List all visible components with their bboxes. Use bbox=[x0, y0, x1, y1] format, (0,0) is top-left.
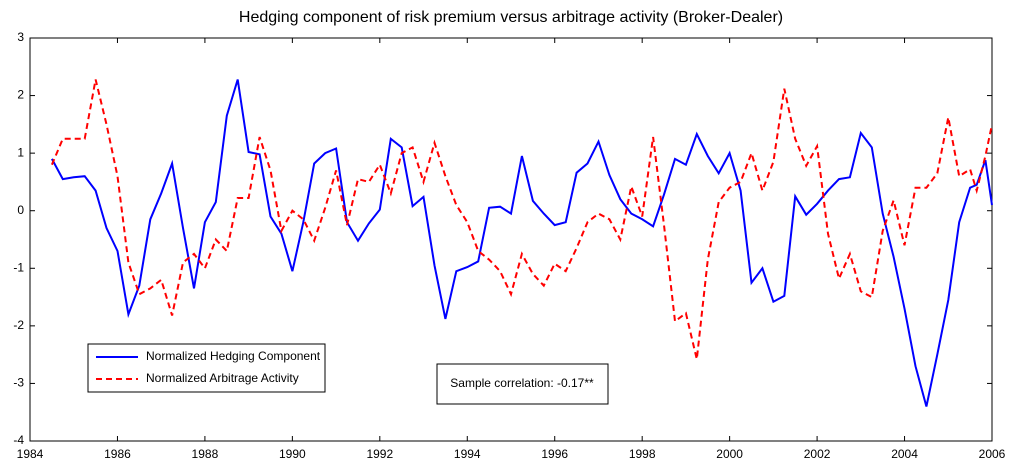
x-tick-label: 1998 bbox=[629, 447, 656, 461]
x-tick-label: 2002 bbox=[804, 447, 831, 461]
chart-title: Hedging component of risk premium versus… bbox=[239, 9, 783, 26]
x-tick-label: 2006 bbox=[979, 447, 1006, 461]
data-line bbox=[50, 79, 993, 360]
annotation: Sample correlation: -0.17** bbox=[450, 376, 594, 390]
x-tick-label: 1994 bbox=[454, 447, 481, 461]
y-tick-label: 3 bbox=[17, 30, 24, 44]
data-line bbox=[51, 79, 993, 407]
y-tick-label: 1 bbox=[17, 145, 24, 159]
legend-label: Normalized Arbitrage Activity bbox=[146, 371, 299, 385]
x-tick-label: 1996 bbox=[541, 447, 568, 461]
x-tick-label: 1992 bbox=[366, 447, 393, 461]
x-tick-label: 2000 bbox=[716, 447, 743, 461]
x-tick-label: 1988 bbox=[192, 447, 219, 461]
y-tick-label: 2 bbox=[17, 88, 24, 102]
x-tick-label: 2004 bbox=[891, 447, 918, 461]
y-tick-label: -4 bbox=[13, 433, 24, 447]
y-tick-label: -1 bbox=[13, 260, 24, 274]
legend-label: Normalized Hedging Component bbox=[146, 349, 321, 363]
legend-box bbox=[87, 343, 326, 393]
x-tick-label: 1986 bbox=[104, 447, 131, 461]
x-tick-label: 1984 bbox=[17, 447, 44, 461]
y-tick-label: -3 bbox=[13, 376, 24, 390]
x-tick-label: 1990 bbox=[279, 447, 306, 461]
annotation-box bbox=[436, 363, 609, 405]
y-tick-label: -2 bbox=[13, 318, 24, 332]
y-tick-label: 0 bbox=[17, 203, 24, 217]
